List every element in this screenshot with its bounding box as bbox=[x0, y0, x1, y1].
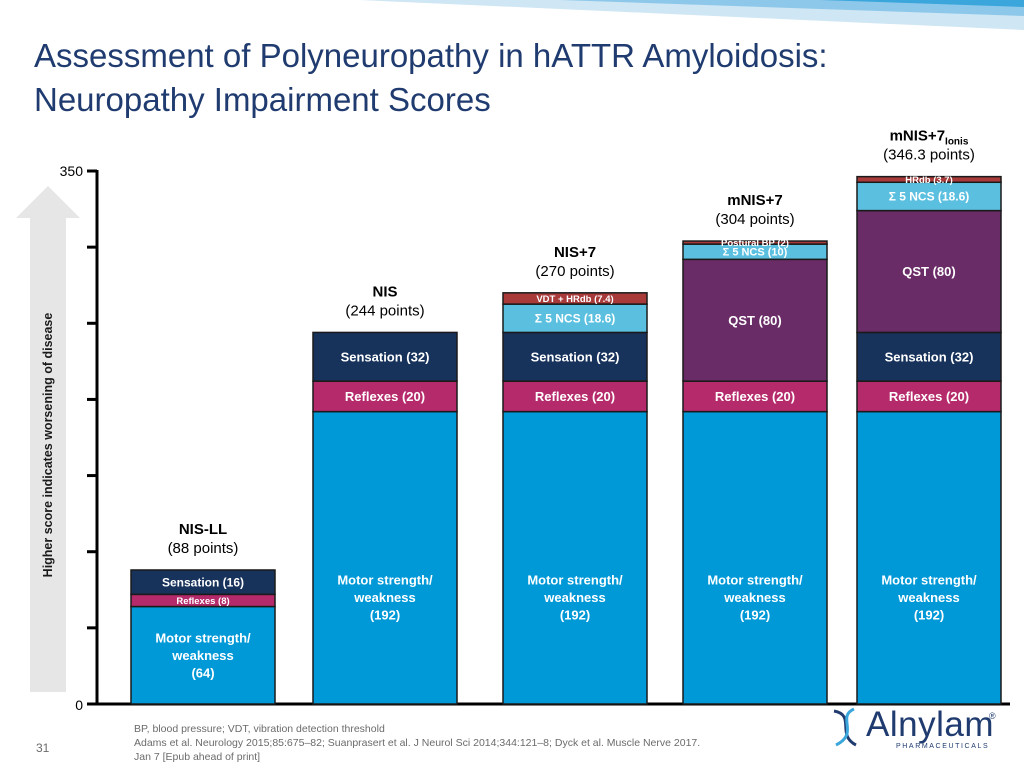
segment-label: (192) bbox=[914, 608, 944, 623]
slide-title-line2: Neuropathy Impairment Scores bbox=[34, 81, 491, 118]
segment-label: Postural BP (2) bbox=[721, 238, 789, 249]
bar-segment bbox=[682, 240, 828, 245]
bar-segment bbox=[856, 175, 1002, 184]
segment-label: Reflexes (20) bbox=[715, 389, 795, 404]
bar-segment bbox=[856, 331, 1002, 382]
bar-segment bbox=[312, 331, 458, 382]
category-name: NIS bbox=[372, 283, 397, 300]
segment-label: (192) bbox=[740, 608, 770, 623]
header-decoration bbox=[360, 0, 1024, 30]
segment-label: Σ 5 NCS (18.6) bbox=[889, 190, 970, 204]
category-total: (270 points) bbox=[535, 263, 614, 280]
segment-label: weakness bbox=[171, 648, 233, 663]
category-total: (244 points) bbox=[345, 302, 424, 319]
logo-subtitle: PHARMACEUTICALS bbox=[896, 743, 990, 750]
category-total: (304 points) bbox=[715, 211, 794, 228]
bar-segment bbox=[312, 380, 458, 413]
segment-label: weakness bbox=[897, 590, 959, 605]
bar-segment bbox=[312, 410, 458, 705]
bar-group-3: Motor strength/weakness (192) Reflexes (20… bbox=[502, 292, 648, 705]
segment-label: QST (80) bbox=[728, 313, 781, 328]
bar-segment bbox=[856, 181, 1002, 212]
bar-group-1: Motor strength/weakness (64) Reflexes (8) S… bbox=[130, 569, 276, 705]
segment-label: Motor strength/ bbox=[527, 572, 623, 587]
bar-segment bbox=[856, 380, 1002, 413]
slide-title-line1: Assessment of Polyneuropathy in hATTR Am… bbox=[34, 37, 828, 74]
worsening-arrow-icon bbox=[16, 186, 80, 692]
segment-label: weakness bbox=[723, 590, 785, 605]
segment-label: Sensation (32) bbox=[885, 349, 974, 364]
y-tick-label-max: 350 bbox=[60, 163, 84, 179]
category-total: (346.3 points) bbox=[883, 147, 975, 164]
segment-label: Sensation (32) bbox=[341, 349, 430, 364]
footnote-references-cont: Jan 7 [Epub ahead of print] bbox=[134, 751, 261, 763]
bar-segment bbox=[130, 569, 276, 596]
segment-label: Sensation (32) bbox=[531, 349, 620, 364]
bar-group-5: Motor strength/weakness (192) Reflexes (20… bbox=[856, 175, 1002, 705]
segment-label: HRdb (3.7) bbox=[905, 175, 953, 186]
bar-segment bbox=[502, 331, 648, 382]
bar-segment bbox=[682, 258, 828, 382]
category-total: (88 points) bbox=[168, 540, 239, 557]
bar-group-2: Motor strength/weakness (192) Reflexes (20… bbox=[312, 331, 458, 705]
segment-label: (192) bbox=[560, 608, 590, 623]
bar-segment bbox=[502, 410, 648, 705]
segment-label: weakness bbox=[543, 590, 605, 605]
segment-label: Σ 5 NCS (18.6) bbox=[535, 311, 616, 325]
bar-segment bbox=[682, 380, 828, 413]
segment-label: Reflexes (8) bbox=[176, 596, 229, 607]
category-name: NIS+7 bbox=[554, 244, 596, 261]
segment-label: Sensation (16) bbox=[162, 575, 244, 589]
alnylam-logo: Alnylam ® PHARMACEUTICALS bbox=[826, 705, 1006, 755]
segment-label: QST (80) bbox=[902, 264, 955, 279]
segment-label: Σ 5 NCS (10) bbox=[723, 247, 788, 259]
segment-label: VDT + HRdb (7.4) bbox=[536, 294, 613, 305]
category-name: NIS-LL bbox=[179, 521, 227, 538]
category-name: mNIS+7 bbox=[727, 192, 782, 209]
segment-label: Motor strength/ bbox=[707, 572, 803, 587]
footnote-abbreviations: BP, blood pressure; VDT, vibration detec… bbox=[134, 723, 385, 735]
logo-registered: ® bbox=[989, 711, 996, 721]
bar-segment bbox=[856, 410, 1002, 705]
segment-label: Motor strength/ bbox=[155, 630, 251, 645]
bar-group-4: Motor strength/weakness (192) Reflexes (20… bbox=[682, 238, 828, 705]
bar-segment bbox=[502, 303, 648, 334]
segment-label: (64) bbox=[191, 665, 214, 680]
slide-number: 31 bbox=[36, 741, 50, 755]
bar-segment bbox=[130, 605, 276, 705]
y-tick-label-zero: 0 bbox=[75, 697, 83, 713]
bar-segment bbox=[682, 410, 828, 705]
bar-segment bbox=[856, 209, 1002, 334]
segment-label: weakness bbox=[353, 590, 415, 605]
segment-label: Motor strength/ bbox=[337, 572, 433, 587]
footnote-references: Adams et al. Neurology 2015;85:675–82; S… bbox=[134, 737, 701, 749]
category-name: mNIS+7Ionis bbox=[890, 128, 969, 148]
segment-label: Motor strength/ bbox=[881, 572, 977, 587]
segment-label: (192) bbox=[370, 608, 400, 623]
alnylam-helix-icon bbox=[833, 707, 857, 747]
segment-label: Reflexes (20) bbox=[889, 389, 969, 404]
segment-label: Reflexes (20) bbox=[535, 389, 615, 404]
bar-segment bbox=[502, 292, 648, 305]
segment-label: Reflexes (20) bbox=[345, 389, 425, 404]
logo-wordmark: Alnylam bbox=[866, 705, 994, 744]
